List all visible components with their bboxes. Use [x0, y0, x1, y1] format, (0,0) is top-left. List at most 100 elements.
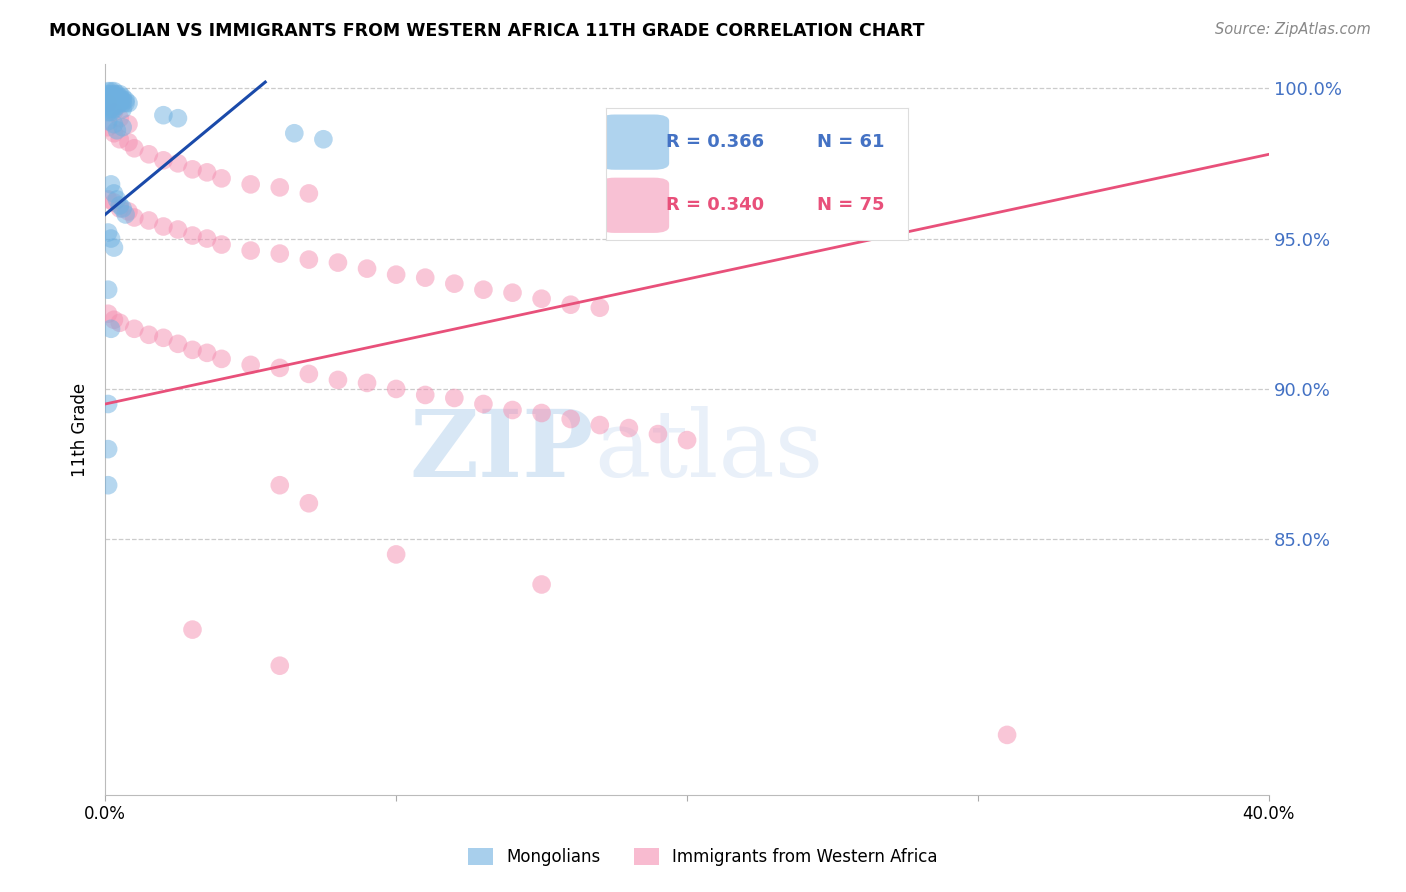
Point — [100, 96, 122, 111]
Point — [103, 96, 125, 111]
Point — [103, 93, 125, 107]
Point — [117, 96, 139, 111]
Point — [385, 382, 408, 396]
Point — [356, 261, 378, 276]
Point — [103, 117, 125, 131]
Point — [97, 114, 120, 128]
Point — [676, 433, 699, 447]
Point — [97, 307, 120, 321]
Point — [298, 252, 321, 267]
Point — [117, 136, 139, 150]
Point — [211, 171, 233, 186]
Text: atlas: atlas — [593, 407, 824, 497]
Text: ZIP: ZIP — [409, 407, 593, 497]
Point — [97, 193, 120, 207]
Point — [195, 346, 218, 360]
Point — [269, 246, 291, 260]
Point — [114, 207, 136, 221]
Point — [108, 90, 131, 104]
Point — [124, 322, 146, 336]
Point — [103, 90, 125, 104]
Point — [117, 204, 139, 219]
Point — [326, 373, 349, 387]
Point — [97, 442, 120, 456]
Point — [138, 147, 160, 161]
Point — [589, 418, 612, 433]
Point — [100, 93, 122, 107]
Point — [298, 186, 321, 201]
Point — [413, 388, 436, 402]
Point — [239, 178, 262, 192]
Point — [152, 219, 174, 234]
Point — [181, 623, 204, 637]
Point — [108, 96, 131, 111]
Point — [97, 93, 120, 107]
Point — [100, 105, 122, 120]
Point — [385, 548, 408, 562]
Point — [103, 126, 125, 140]
Point — [103, 87, 125, 102]
Point — [97, 99, 120, 113]
Point — [111, 96, 134, 111]
Point — [103, 241, 125, 255]
Point — [167, 112, 190, 126]
Point — [530, 292, 553, 306]
Point — [239, 358, 262, 372]
Point — [356, 376, 378, 390]
Point — [647, 427, 669, 442]
Point — [111, 102, 134, 116]
Point — [108, 93, 131, 107]
Point — [103, 186, 125, 201]
Point — [269, 180, 291, 194]
Point — [105, 87, 128, 102]
Point — [326, 255, 349, 269]
Point — [472, 283, 495, 297]
Point — [97, 283, 120, 297]
Point — [124, 211, 146, 225]
Point — [124, 141, 146, 155]
Point — [105, 99, 128, 113]
Point — [97, 102, 120, 116]
Point — [995, 728, 1018, 742]
Point — [97, 87, 120, 102]
Point — [111, 90, 134, 104]
Point — [239, 244, 262, 258]
Point — [105, 123, 128, 137]
Point — [100, 231, 122, 245]
Point — [195, 165, 218, 179]
Point — [530, 577, 553, 591]
Point — [298, 367, 321, 381]
Point — [114, 96, 136, 111]
Point — [167, 156, 190, 170]
Point — [114, 93, 136, 107]
Point — [103, 195, 125, 210]
Point — [181, 162, 204, 177]
Text: Source: ZipAtlas.com: Source: ZipAtlas.com — [1215, 22, 1371, 37]
Point — [211, 237, 233, 252]
Point — [97, 478, 120, 492]
Point — [152, 108, 174, 122]
Point — [195, 231, 218, 245]
Point — [108, 202, 131, 216]
Point — [138, 327, 160, 342]
Point — [97, 226, 120, 240]
Point — [103, 102, 125, 116]
Point — [97, 84, 120, 98]
Point — [108, 198, 131, 212]
Point — [105, 96, 128, 111]
Point — [97, 397, 120, 411]
Point — [443, 277, 465, 291]
Point — [502, 403, 524, 417]
Point — [298, 496, 321, 510]
Point — [103, 84, 125, 98]
Point — [472, 397, 495, 411]
Point — [181, 343, 204, 357]
Point — [269, 658, 291, 673]
Point — [100, 90, 122, 104]
Point — [560, 298, 582, 312]
Point — [97, 96, 120, 111]
Point — [105, 93, 128, 107]
Point — [100, 322, 122, 336]
Point — [530, 406, 553, 420]
Point — [100, 178, 122, 192]
